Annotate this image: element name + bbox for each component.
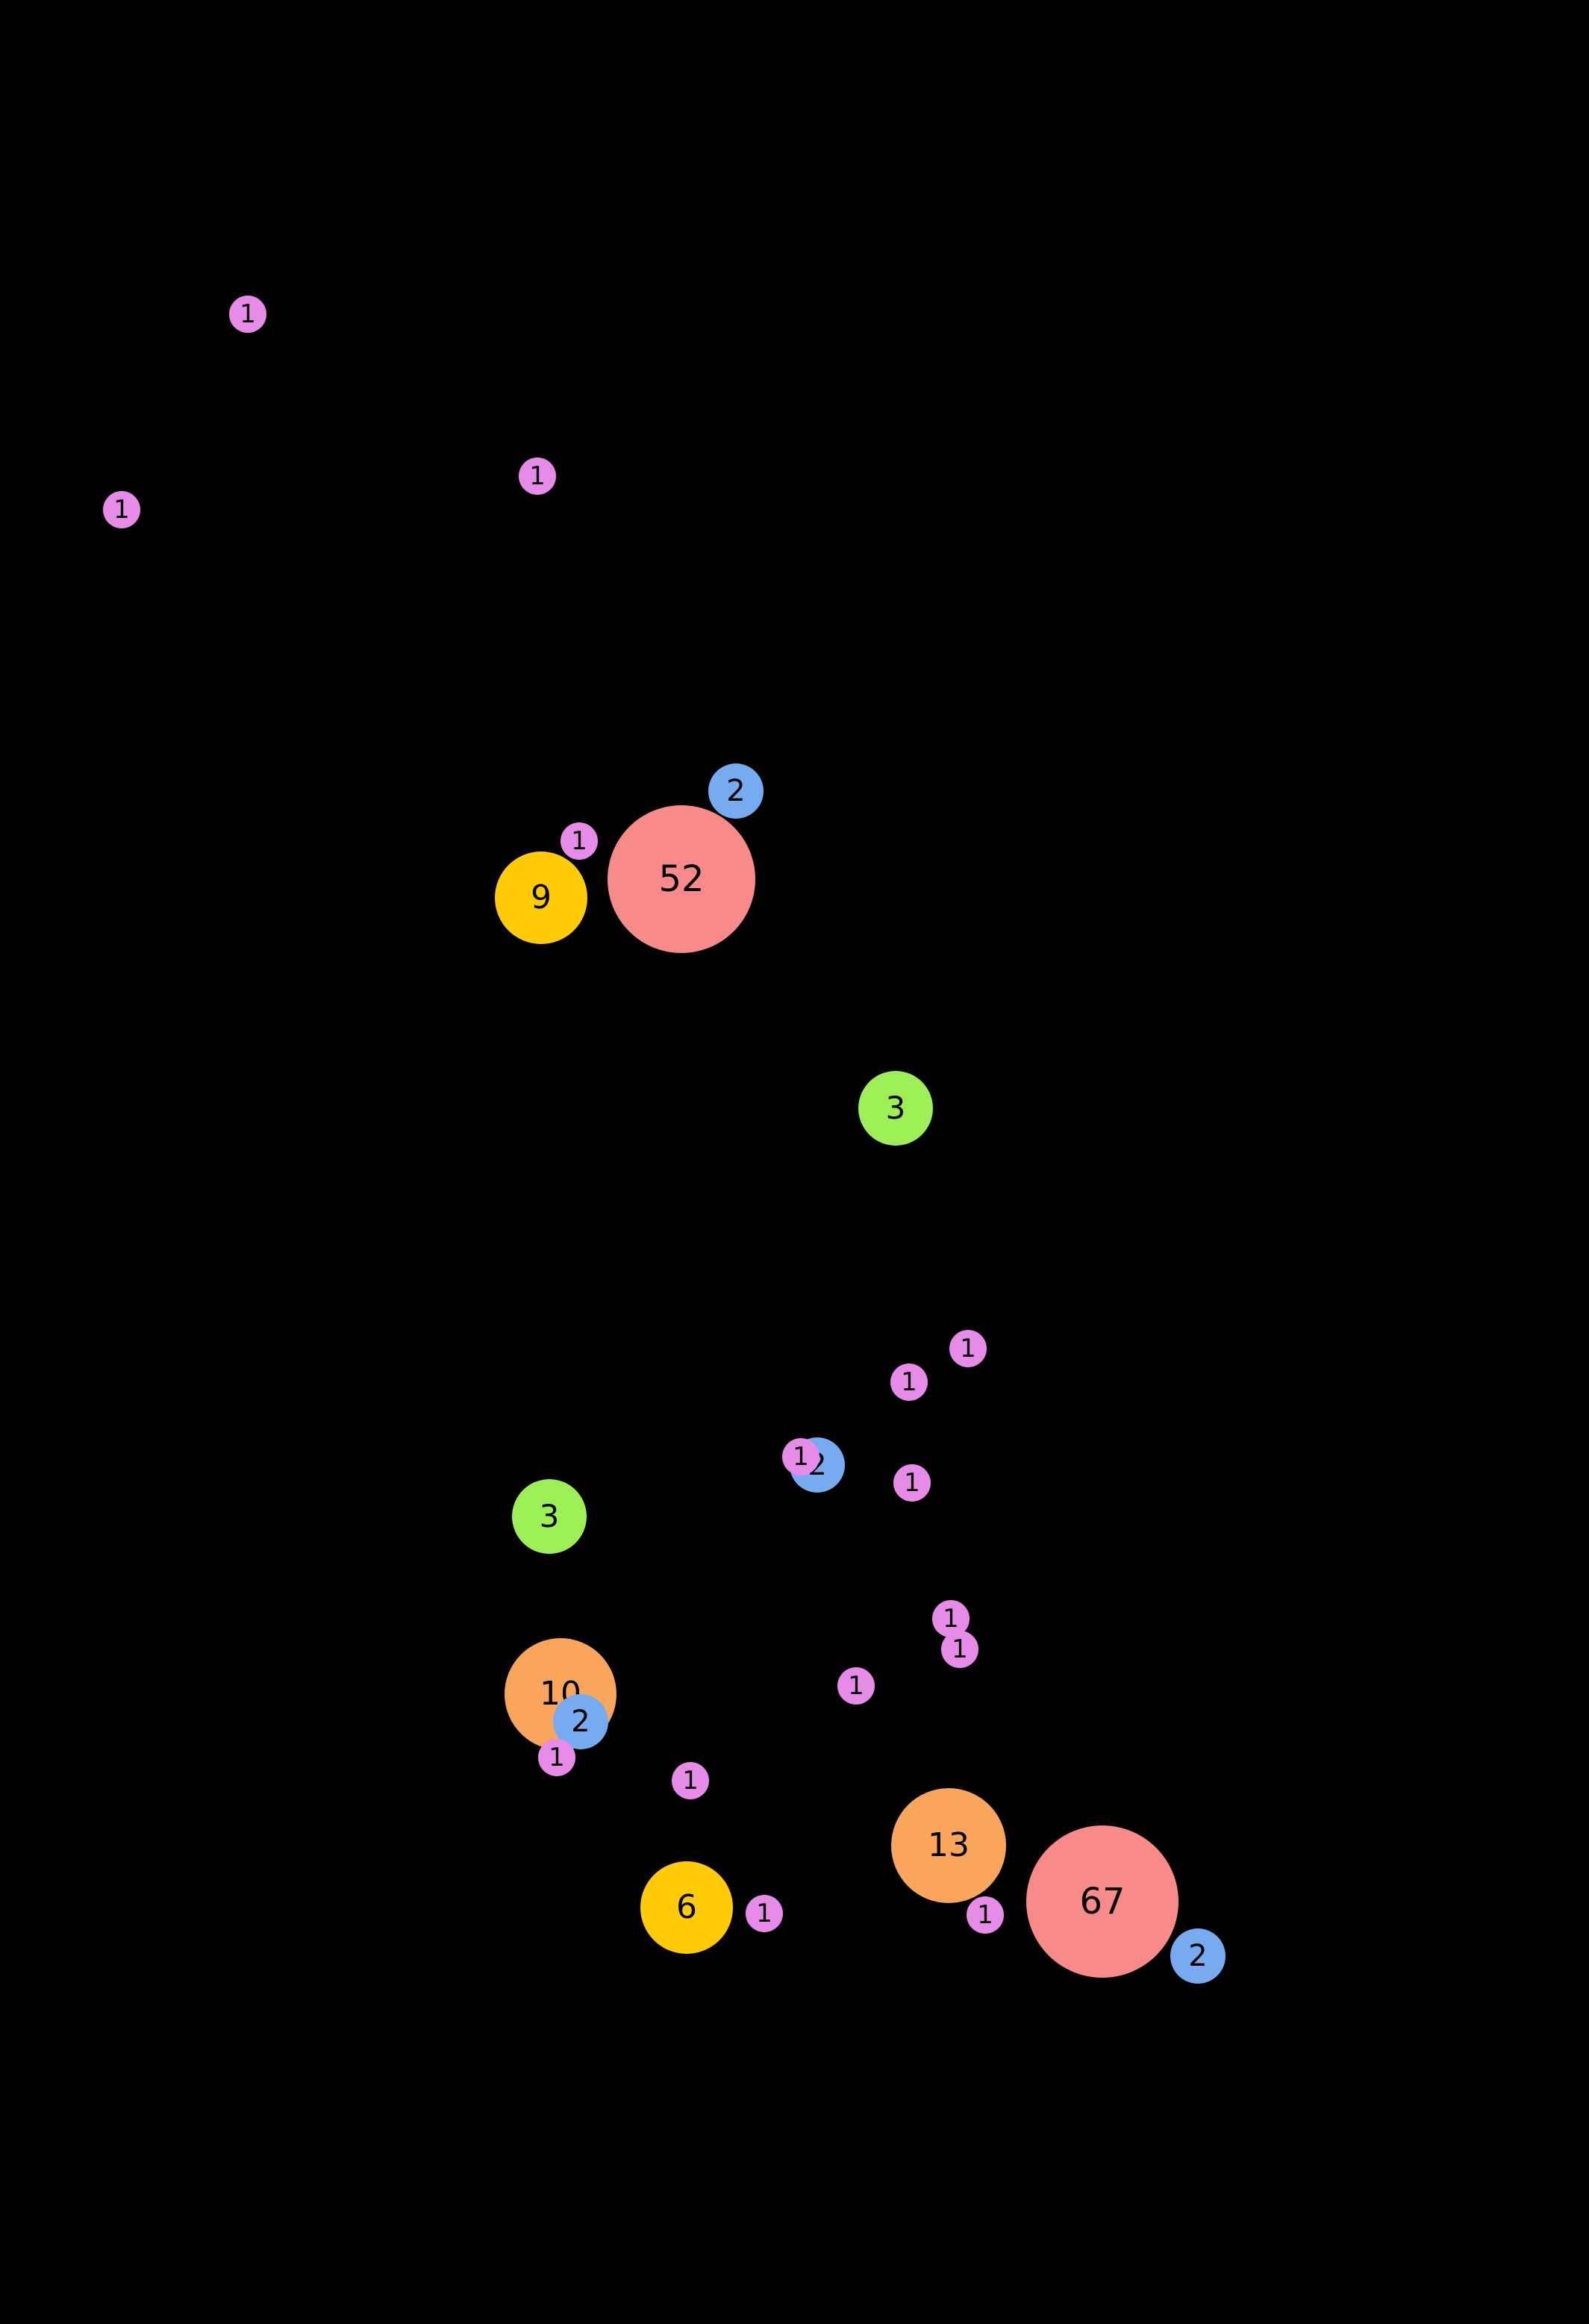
cluster-bubble-count-label: 1	[756, 1899, 772, 1928]
cluster-bubble-count-label: 1	[952, 1634, 968, 1664]
cluster-bubble-count-label: 1	[977, 1900, 993, 1930]
cluster-bubble-count-label: 1	[943, 1604, 959, 1634]
cluster-bubble-count-label: 52	[658, 858, 705, 900]
cluster-bubble-count-label: 1	[240, 299, 256, 329]
cluster-bubble-3-count-2: 2	[708, 763, 764, 819]
cluster-bubble-count-label: 13	[928, 1826, 970, 1864]
cluster-bubble-count-label: 2	[571, 1705, 590, 1739]
cluster-bubble-18-count-1: 1	[538, 1739, 575, 1776]
cluster-bubble-24-count-1: 1	[746, 1895, 783, 1932]
cluster-bubble-1-count-1: 1	[519, 457, 556, 495]
cluster-bubble-23-count-6: 6	[640, 1861, 733, 1954]
cluster-bubble-count-label: 3	[539, 1498, 560, 1534]
cluster-bubble-13-count-3: 3	[512, 1479, 587, 1554]
cluster-bubble-count-label: 1	[529, 461, 546, 491]
cluster-bubble-7-count-3: 3	[858, 1071, 933, 1146]
cluster-bubble-count-label: 1	[904, 1468, 920, 1498]
cluster-bubble-22-count-13: 13	[891, 1788, 1006, 1903]
cluster-bubble-4-count-52: 52	[608, 805, 755, 953]
cluster-bubble-6-count-1: 1	[561, 822, 598, 860]
cluster-bubble-count-label: 2	[1188, 1939, 1208, 1973]
cluster-bubble-count-label: 1	[549, 1743, 565, 1772]
cluster-bubble-count-label: 1	[848, 1671, 864, 1701]
cluster-bubble-count-label: 1	[113, 495, 130, 525]
cluster-bubble-0-count-1: 1	[229, 296, 266, 333]
cluster-bubble-count-label: 9	[531, 878, 552, 916]
cluster-bubble-count-label: 1	[571, 826, 587, 856]
cluster-bubble-count-label: 67	[1079, 1881, 1126, 1922]
cluster-bubble-count-label: 2	[726, 774, 746, 808]
cluster-bubble-count-label: 6	[676, 1888, 697, 1926]
cluster-bubble-count-label: 1	[901, 1367, 917, 1397]
cluster-bubble-27-count-2: 2	[1170, 1928, 1226, 1984]
cluster-bubble-8-count-1: 1	[949, 1330, 987, 1367]
cluster-bubble-5-count-9: 9	[495, 852, 587, 944]
cluster-bubble-count-label: 1	[960, 1334, 976, 1364]
cluster-bubble-9-count-1: 1	[890, 1364, 928, 1401]
cluster-bubble-count-label: 1	[793, 1442, 809, 1472]
cluster-bubble-count-label: 3	[885, 1090, 906, 1126]
cluster-bubble-2-count-1: 1	[103, 491, 140, 528]
cluster-bubble-count-label: 1	[682, 1766, 699, 1796]
cluster-bubble-11-count-1: 1	[782, 1438, 820, 1475]
cluster-bubble-21-count-1: 1	[672, 1762, 709, 1799]
cluster-bubble-26-count-67: 67	[1026, 1825, 1179, 1978]
cluster-bubble-12-count-1: 1	[893, 1464, 931, 1502]
cluster-bubble-15-count-1: 1	[941, 1631, 978, 1668]
cluster-bubble-19-count-1: 1	[837, 1667, 875, 1705]
cluster-bubble-25-count-1: 1	[967, 1896, 1004, 1934]
